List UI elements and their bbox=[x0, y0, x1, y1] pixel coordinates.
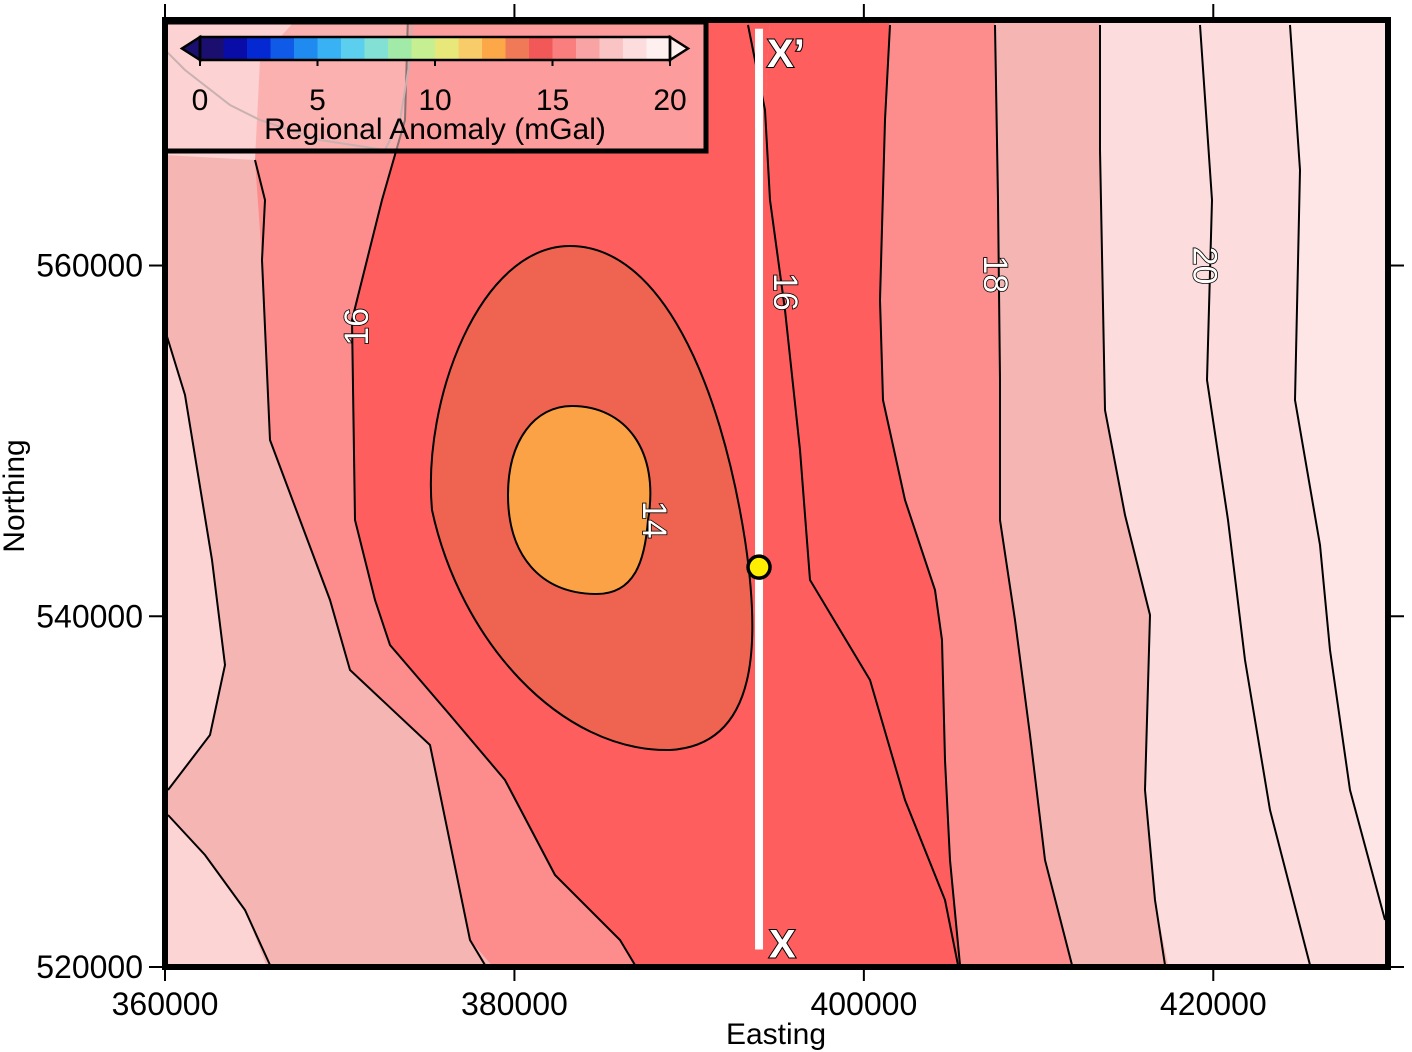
x-tick-label: 380000 bbox=[461, 986, 568, 1022]
colorbar-cell bbox=[482, 37, 506, 60]
y-tick-label: 540000 bbox=[36, 598, 143, 634]
colorbar-cell bbox=[411, 37, 436, 60]
colorbar-cell bbox=[505, 37, 530, 60]
contour-line bbox=[994, 24, 1073, 966]
band-light-right bbox=[995, 20, 1169, 967]
colorbar-cell bbox=[435, 37, 459, 60]
colorbar-cell bbox=[270, 37, 295, 60]
profile-layer: X X’ bbox=[746, 28, 806, 967]
contour-label: 16 bbox=[338, 308, 376, 346]
contour-line bbox=[1099, 25, 1166, 966]
contour-bands bbox=[165, 20, 1388, 967]
x-tick-label: 360000 bbox=[112, 986, 219, 1022]
x-tick-label: 420000 bbox=[1160, 986, 1267, 1022]
colorbar-cell bbox=[529, 37, 553, 60]
band-core bbox=[508, 406, 651, 595]
contour-line bbox=[1289, 24, 1386, 921]
colorbar-cell bbox=[646, 37, 671, 60]
colorbar-cell bbox=[388, 37, 412, 60]
colorbar-cell bbox=[247, 37, 271, 60]
contour-line bbox=[167, 814, 271, 966]
band-highest bbox=[1290, 20, 1388, 967]
contour-labels: 14 16 16 18 20 bbox=[337, 246, 1224, 540]
band-medium bbox=[255, 20, 636, 967]
profile-point-marker bbox=[746, 554, 772, 580]
contour-lines bbox=[165, 20, 1386, 966]
contour-line bbox=[350, 20, 636, 966]
colorbar-cell bbox=[223, 37, 248, 60]
colorbar-title: Regional Anomaly (mGal) bbox=[264, 113, 606, 146]
colorbar-tick-label: 5 bbox=[309, 84, 326, 117]
contour-line bbox=[878, 24, 961, 966]
map-frame bbox=[162, 17, 1391, 970]
colorbar-tick-label: 15 bbox=[536, 84, 569, 117]
x-axis: 360000 380000 400000 420000 bbox=[112, 4, 1267, 1022]
y-tick-label: 560000 bbox=[36, 248, 143, 284]
colorbar-cell bbox=[623, 37, 647, 60]
contour-label: 20 bbox=[1186, 247, 1224, 285]
colorbar-legend: 0 5 10 15 20 Regional Anomaly (mGal) bbox=[162, 19, 709, 154]
contour-line bbox=[165, 329, 227, 791]
y-tick-label: 520000 bbox=[36, 949, 143, 985]
contour-label: 18 bbox=[976, 255, 1014, 293]
colorbar-cell bbox=[200, 37, 224, 60]
y-axis-title: Northing bbox=[0, 439, 31, 552]
colorbar-cell bbox=[599, 37, 624, 60]
x-tick-label: 400000 bbox=[810, 986, 917, 1022]
colorbar-cell bbox=[317, 37, 342, 60]
colorbar-tick-label: 10 bbox=[418, 84, 451, 117]
x-axis-title: Easting bbox=[726, 1018, 826, 1051]
contour-line bbox=[430, 244, 754, 752]
contour-line bbox=[506, 404, 652, 596]
band-light bbox=[165, 155, 494, 967]
band-high bbox=[1100, 20, 1385, 967]
contour-line bbox=[747, 24, 959, 966]
contour-line bbox=[1199, 24, 1311, 966]
colorbar-cell bbox=[364, 37, 389, 60]
contour-label: 14 bbox=[635, 501, 673, 539]
band-strong-upper bbox=[765, 20, 960, 967]
colorbar-cell bbox=[576, 37, 600, 60]
colorbar-cells bbox=[200, 37, 671, 60]
colorbar-ticks: 0 5 10 15 20 bbox=[192, 60, 687, 117]
profile-start-label: X bbox=[769, 922, 796, 966]
colorbar-tick-label: 20 bbox=[653, 84, 686, 117]
contour-line bbox=[254, 159, 486, 966]
colorbar-cell bbox=[341, 37, 365, 60]
colorbar-cell bbox=[294, 37, 318, 60]
y-axis: 520000 540000 560000 bbox=[36, 248, 1404, 985]
colorbar-tick-label: 0 bbox=[192, 84, 209, 117]
profile-end-label: X’ bbox=[767, 32, 805, 76]
colorbar-cell bbox=[458, 37, 483, 60]
colorbar-cell bbox=[552, 37, 577, 60]
contour-label: 16 bbox=[766, 273, 804, 311]
